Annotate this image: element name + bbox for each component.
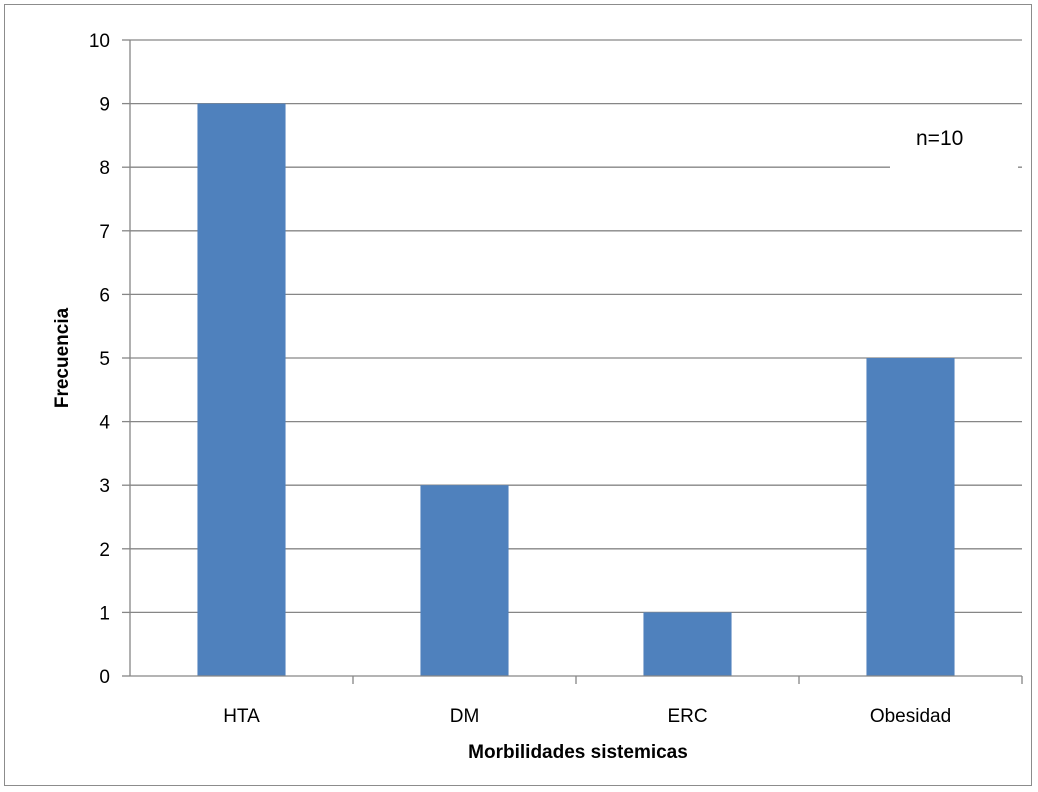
y-tick-label: 2 bbox=[99, 540, 110, 561]
x-axis-title: Morbilidades sistemicas bbox=[468, 742, 688, 763]
y-axis-title: Frecuencia bbox=[52, 307, 73, 408]
x-tick-labels: HTA DM ERC Obesidad bbox=[223, 706, 951, 727]
axes bbox=[129, 40, 1022, 677]
y-tick-label: 7 bbox=[99, 222, 110, 243]
y-tick-label: 6 bbox=[99, 285, 110, 306]
y-tick-label: 4 bbox=[99, 413, 110, 434]
y-tick-label: 10 bbox=[89, 31, 110, 52]
y-tick-labels: 0 1 2 3 4 5 6 7 8 9 10 bbox=[89, 31, 111, 688]
y-tick-label: 0 bbox=[99, 667, 110, 688]
annotation-text: n=10 bbox=[916, 127, 963, 150]
x-tick-label: Obesidad bbox=[870, 706, 951, 727]
x-tick-label: ERC bbox=[667, 706, 707, 727]
x-tick-label: HTA bbox=[223, 706, 260, 727]
bar-obesidad bbox=[866, 358, 955, 676]
bar-hta bbox=[197, 103, 286, 677]
y-tick-label: 3 bbox=[99, 476, 110, 497]
annotation-box bbox=[890, 112, 1018, 168]
x-tick-label: DM bbox=[450, 706, 480, 727]
bars bbox=[197, 103, 955, 677]
y-tick-label: 5 bbox=[99, 349, 110, 370]
y-tick-label: 9 bbox=[99, 95, 110, 116]
y-tick-label: 1 bbox=[99, 603, 110, 624]
chart-frame bbox=[4, 4, 1032, 786]
y-tick-label: 8 bbox=[99, 158, 110, 179]
bar-erc bbox=[643, 612, 732, 676]
bar-dm bbox=[420, 485, 509, 676]
